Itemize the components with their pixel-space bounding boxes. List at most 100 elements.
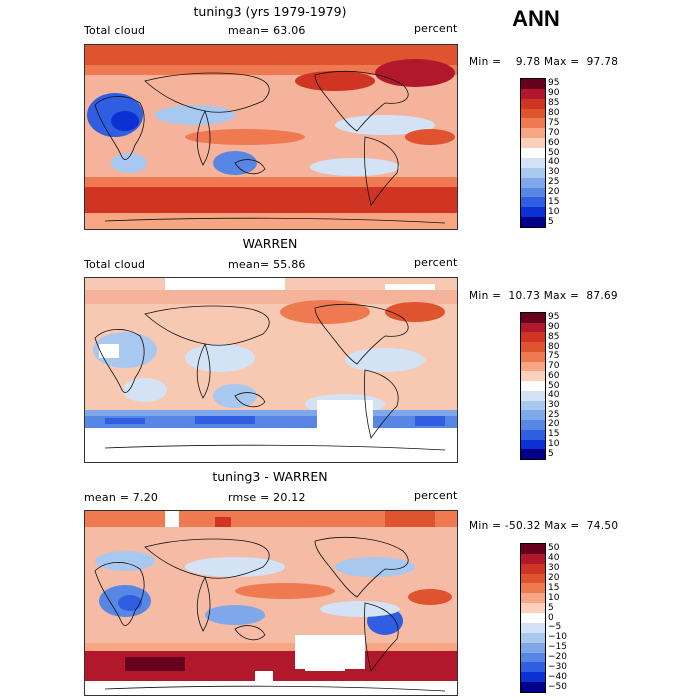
- colorbar-tick-label: 95: [548, 312, 560, 323]
- colorbar-cell: [521, 381, 545, 392]
- colorbar-tick-label: 75: [548, 117, 560, 128]
- colorbar-tick-label: 30: [548, 399, 560, 410]
- colorbar-cell: [521, 429, 545, 441]
- colorbar-tick-label: 40: [548, 390, 560, 401]
- colorbar-cell: [521, 118, 545, 129]
- colorbar-tick-label: 10: [548, 438, 560, 449]
- colorbar-tick-label: 5: [548, 216, 554, 227]
- colorbar-cell: [521, 603, 545, 614]
- panel-2-variable-label: Total cloud: [84, 258, 146, 271]
- colorbar-tick-label: 15: [548, 196, 560, 207]
- colorbar-cell: [521, 217, 545, 228]
- colorbar-tick-label: 85: [548, 98, 560, 109]
- colorbar-cell: [521, 593, 545, 604]
- colorbar-tick-label: 20: [548, 419, 560, 430]
- panel-1-variable-label: Total cloud: [84, 24, 146, 37]
- colorbar-tick-label: 20: [548, 573, 560, 584]
- colorbar-cell: [521, 652, 545, 663]
- panel-3-units-label: percent: [414, 489, 458, 502]
- colorbar-tick-label: −15: [548, 642, 567, 653]
- colorbar-cell: [521, 449, 545, 460]
- panel-3-rmse-label: rmse = 20.12: [228, 491, 306, 504]
- colorbar-cell: [521, 410, 545, 421]
- colorbar-cell: [521, 207, 545, 218]
- colorbar-tick-label: 95: [548, 78, 560, 89]
- panel-1-units-label: percent: [414, 22, 458, 35]
- panel-2-map-field: [85, 278, 457, 462]
- panel-1-map: [84, 44, 458, 230]
- colorbar-cell: [521, 128, 545, 139]
- colorbar-cell: [521, 583, 545, 594]
- panel-1-colorbar: 95 90 85 80 75 70 60 50 40 30 25 20 15 10 5: [520, 78, 559, 228]
- colorbar-cell: [521, 313, 545, 324]
- colorbar-tick-label: −40: [548, 671, 567, 682]
- colorbar-tick-label: 5: [548, 602, 554, 613]
- panel-3-minmax: Min = -50.32 Max = 74.50: [469, 520, 619, 532]
- colorbar-cell: [521, 342, 545, 353]
- colorbar-tick-label: 15: [548, 429, 560, 440]
- colorbar-tick-label: 50: [548, 380, 560, 391]
- colorbar-tick-label: 60: [548, 370, 560, 381]
- colorbar-cell: [521, 672, 545, 683]
- colorbar-tick-label: 80: [548, 108, 560, 119]
- colorbar-tick-label: 40: [548, 553, 560, 564]
- colorbar-cell: [521, 88, 545, 100]
- colorbar-tick-label: 90: [548, 88, 560, 99]
- colorbar-tick-label: 5: [548, 448, 554, 459]
- colorbar-tick-label: 80: [548, 341, 560, 352]
- colorbar-cell: [521, 79, 545, 90]
- colorbar-tick-label: −5: [548, 622, 562, 633]
- colorbar-cell: [521, 157, 545, 169]
- colorbar-cell: [521, 167, 545, 179]
- colorbar-tick-label: 90: [548, 322, 560, 333]
- panel-3-map-field: [85, 511, 457, 695]
- colorbar-tick-label: 70: [548, 361, 560, 372]
- colorbar-cell: [521, 632, 545, 644]
- panel-3-mean-label: mean = 7.20: [84, 491, 159, 504]
- panel-3-title: tuning3 - WARREN: [212, 469, 328, 484]
- panel-2-colorbar: 95 90 85 80 75 70 60 50 40 30 25 20 15 10 5: [520, 312, 559, 460]
- colorbar-cell: [521, 400, 545, 411]
- panel-1-mean-label: mean= 63.06: [228, 24, 306, 37]
- colorbar-cell: [521, 642, 545, 654]
- colorbar-tick-label: −30: [548, 661, 567, 672]
- colorbar-cell: [521, 563, 545, 575]
- colorbar-cell: [521, 138, 545, 149]
- colorbar-tick-label: 25: [548, 409, 560, 420]
- colorbar-tick-label: 50: [548, 147, 560, 158]
- colorbar-cell: [521, 361, 545, 372]
- colorbar-cell: [521, 322, 545, 333]
- colorbar-tick-label: 25: [548, 177, 560, 188]
- colorbar-cell: [521, 187, 545, 198]
- colorbar-cell: [521, 177, 545, 189]
- colorbar-cell: [521, 332, 545, 343]
- panel-2-minmax: Min = 10.73 Max = 87.69: [469, 290, 618, 302]
- panel-1-minmax: Min = 9.78 Max = 97.78: [469, 56, 619, 68]
- colorbar-tick-label: 30: [548, 563, 560, 574]
- colorbar-tick-label: −20: [548, 651, 567, 662]
- panel-1-title: tuning3 (yrs 1979-1979): [193, 4, 347, 19]
- colorbar-cell: [521, 351, 545, 363]
- colorbar-tick-label: 40: [548, 157, 560, 168]
- colorbar-cell: [521, 553, 545, 565]
- colorbar-cell: [521, 148, 545, 159]
- colorbar-tick-label: 0: [548, 612, 554, 623]
- colorbar-tick-label: 75: [548, 351, 560, 362]
- season-label: ANN: [512, 6, 560, 31]
- colorbar-cell: [521, 662, 545, 673]
- colorbar-tick-label: −50: [548, 681, 567, 692]
- colorbar-cell: [521, 108, 545, 119]
- colorbar-cell: [521, 622, 545, 634]
- panel-3-map: [84, 510, 458, 696]
- colorbar-tick-label: 50: [548, 543, 560, 554]
- colorbar-cell: [521, 544, 545, 555]
- colorbar-cell: [521, 439, 545, 450]
- colorbar-tick-label: 60: [548, 137, 560, 148]
- colorbar-tick-label: 70: [548, 127, 560, 138]
- panel-2-mean-label: mean= 55.86: [228, 258, 306, 271]
- colorbar-tick-label: 30: [548, 167, 560, 178]
- colorbar-cell: [521, 197, 545, 208]
- colorbar-tick-label: 10: [548, 592, 560, 603]
- colorbar-cell: [521, 420, 545, 431]
- colorbar-tick-label: 10: [548, 206, 560, 217]
